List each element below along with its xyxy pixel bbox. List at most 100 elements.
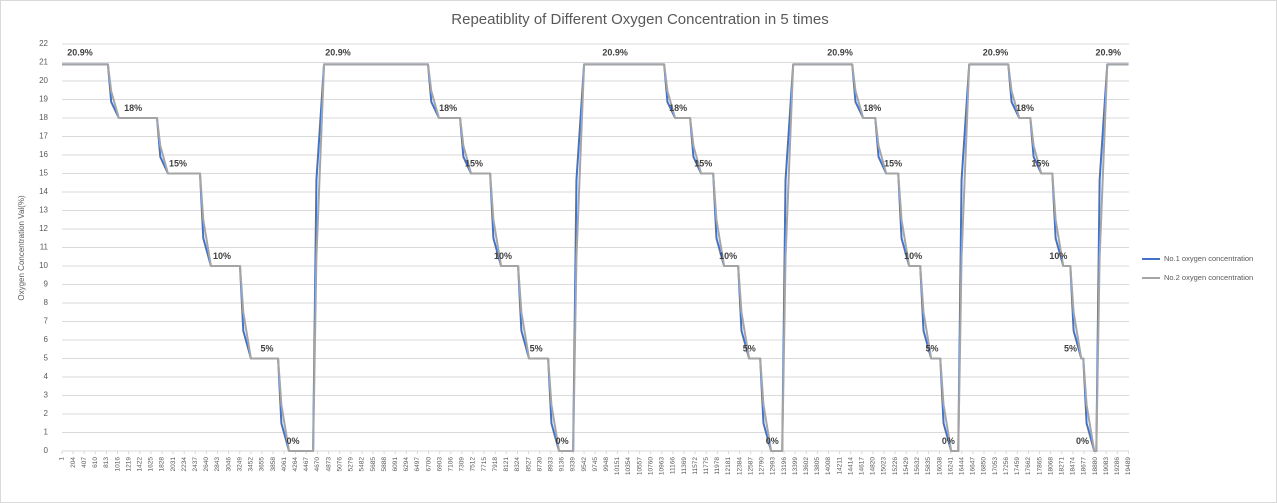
annotation: 0%: [1076, 436, 1089, 446]
annotation: 15%: [1031, 159, 1049, 169]
y-tick-label: 8: [44, 298, 49, 307]
x-tick-label: 4061: [281, 457, 288, 472]
x-tick-label: 15632: [914, 457, 921, 475]
x-tick-label: 16647: [970, 457, 977, 475]
x-tick-label: 1625: [148, 457, 155, 472]
x-tick-label: 5076: [336, 457, 343, 472]
x-tick-label: 2234: [181, 457, 188, 472]
x-tick-label: 10963: [659, 457, 666, 475]
annotation: 18%: [439, 103, 457, 113]
x-tick-label: 204: [70, 457, 77, 468]
x-tick-label: 8121: [503, 457, 510, 472]
x-tick-label: 2031: [170, 457, 177, 472]
x-tick-label: 2437: [192, 457, 199, 472]
x-tick-label: 5279: [348, 457, 355, 472]
x-tick-label: 3452: [248, 457, 255, 472]
legend-label: No.2 oxygen concentration: [1164, 273, 1253, 282]
y-tick-label: 2: [44, 409, 49, 418]
chart-title: Repeatiblity of Different Oxygen Concent…: [451, 11, 828, 28]
annotation: 10%: [213, 251, 231, 261]
x-tick-label: 4670: [314, 457, 321, 472]
y-tick-label: 20: [39, 76, 48, 85]
x-tick-label: 1828: [159, 457, 166, 472]
x-tick-label: 16241: [947, 457, 954, 475]
x-tick-label: 10354: [625, 457, 632, 475]
x-tick-label: 11978: [714, 457, 721, 475]
annotation: 0%: [942, 436, 955, 446]
x-tick-label: 2640: [203, 457, 210, 472]
annotation: 15%: [465, 159, 483, 169]
x-tick-label: 5888: [381, 457, 388, 472]
x-tick-label: 1: [59, 457, 66, 461]
x-tick-label: 7715: [481, 457, 488, 472]
x-tick-label: 15835: [925, 457, 932, 475]
x-tick-label: 16444: [958, 457, 965, 475]
annotation: 15%: [884, 159, 902, 169]
x-tick-label: 13399: [792, 457, 799, 475]
annotation: 20.9%: [325, 48, 351, 58]
y-tick-label: 6: [44, 335, 49, 344]
x-tick-label: 8933: [547, 457, 554, 472]
x-tick-label: 12790: [759, 457, 766, 475]
y-axis-label: Oxygen Concentration Val(%): [17, 195, 26, 301]
x-tick-label: 11166: [670, 457, 677, 474]
x-tick-label: 3249: [236, 457, 243, 472]
x-tick-label: 16850: [981, 457, 988, 475]
x-tick-label: 19083: [1103, 457, 1110, 475]
x-tick-label: 17459: [1014, 457, 1021, 475]
y-tick-label: 18: [39, 113, 48, 122]
x-tick-label: 12181: [725, 457, 732, 475]
y-tick-label: 15: [39, 169, 48, 178]
annotation: 18%: [124, 103, 142, 113]
x-tick-label: 13805: [814, 457, 821, 475]
annotation: 5%: [925, 344, 938, 354]
annotation: 10%: [1049, 251, 1067, 261]
y-tick-label: 19: [39, 95, 48, 104]
data-line: [62, 63, 1129, 452]
x-tick-label: 9542: [581, 457, 588, 472]
x-tick-label: 13602: [803, 457, 810, 475]
x-tick-label: 6700: [425, 457, 432, 472]
x-tick-label: 19489: [1125, 457, 1132, 475]
x-tick-label: 17256: [1003, 457, 1010, 475]
annotation: 15%: [694, 159, 712, 169]
x-tick-label: 8324: [514, 457, 521, 472]
legend-label: No.1 oxygen concentration: [1164, 254, 1253, 263]
y-tick-label: 4: [44, 372, 49, 381]
x-tick-label: 4873: [325, 457, 332, 472]
x-tick-label: 6903: [436, 457, 443, 472]
annotation: 5%: [530, 344, 543, 354]
x-tick-label: 2843: [214, 457, 221, 472]
y-tick-label: 22: [39, 39, 48, 48]
x-tick-label: 10760: [647, 457, 654, 475]
x-tick-label: 3046: [225, 457, 232, 472]
x-tick-label: 14820: [870, 457, 877, 475]
annotation: 5%: [261, 344, 274, 354]
x-tick-label: 6294: [403, 457, 410, 472]
annotation: 20.9%: [602, 48, 628, 58]
x-tick-label: 15226: [892, 457, 899, 475]
annotation: 5%: [743, 344, 756, 354]
x-tick-label: 9948: [603, 457, 610, 472]
y-tick-label: 12: [39, 224, 48, 233]
y-tick-label: 7: [44, 317, 49, 326]
x-tick-label: 3655: [259, 457, 266, 472]
x-tick-label: 7106: [448, 457, 455, 472]
x-tick-label: 5482: [359, 457, 366, 472]
x-tick-label: 9745: [592, 457, 599, 472]
y-tick-label: 21: [39, 58, 48, 67]
annotation: 5%: [1064, 344, 1077, 354]
x-tick-label: 8730: [536, 457, 543, 472]
x-tick-label: 10151: [614, 457, 621, 475]
annotation: 20.9%: [983, 48, 1009, 58]
x-tick-label: 12587: [747, 457, 754, 475]
annotation: 10%: [904, 251, 922, 261]
x-tick-label: 11369: [681, 457, 688, 475]
annotation: 20.9%: [67, 48, 93, 58]
x-tick-label: 7918: [492, 457, 499, 472]
x-tick-label: 12993: [770, 457, 777, 475]
x-tick-label: 6091: [392, 457, 399, 472]
x-tick-label: 15429: [903, 457, 910, 475]
